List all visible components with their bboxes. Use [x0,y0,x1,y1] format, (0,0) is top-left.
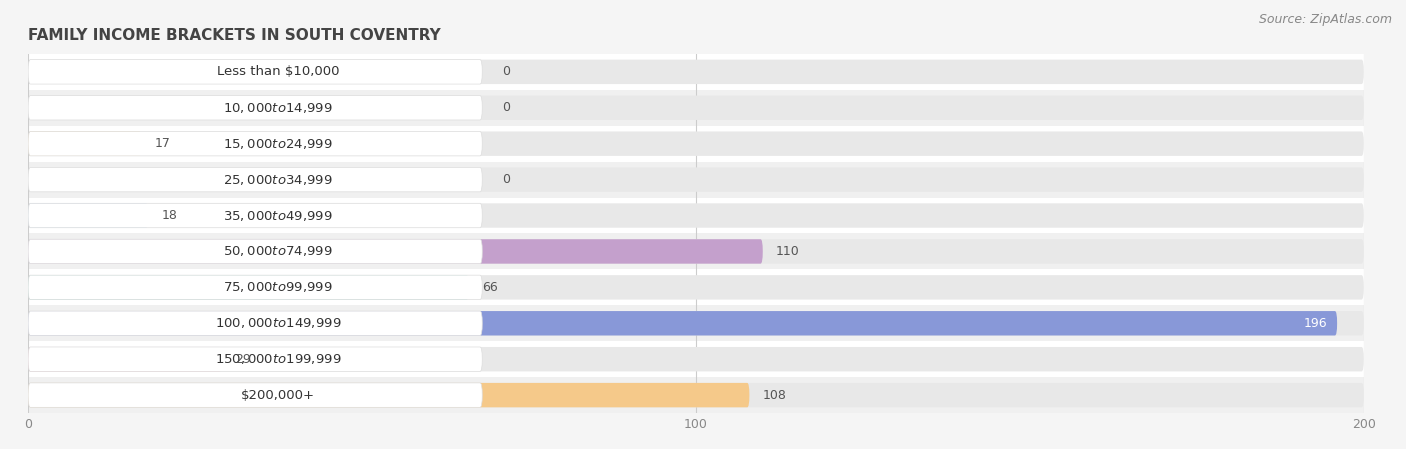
Text: $35,000 to $49,999: $35,000 to $49,999 [224,208,333,223]
FancyBboxPatch shape [28,132,142,156]
Text: $15,000 to $24,999: $15,000 to $24,999 [224,136,333,151]
FancyBboxPatch shape [28,60,482,84]
Text: Less than $10,000: Less than $10,000 [217,66,339,78]
FancyBboxPatch shape [28,347,482,371]
Bar [28,233,1364,269]
Bar [28,198,1364,233]
Text: 110: 110 [776,245,800,258]
Text: 18: 18 [162,209,177,222]
Text: 17: 17 [155,137,172,150]
FancyBboxPatch shape [28,383,482,407]
Bar [28,90,1364,126]
FancyBboxPatch shape [28,275,470,299]
FancyBboxPatch shape [28,347,222,371]
FancyBboxPatch shape [28,275,482,299]
FancyBboxPatch shape [28,347,1364,371]
Bar [28,377,1364,413]
FancyBboxPatch shape [28,239,1364,264]
Bar [28,54,1364,90]
Bar [28,126,1364,162]
Bar [28,305,1364,341]
Text: $75,000 to $99,999: $75,000 to $99,999 [224,280,333,295]
Bar [28,162,1364,198]
FancyBboxPatch shape [28,383,1364,407]
FancyBboxPatch shape [28,311,1337,335]
Text: 66: 66 [482,281,498,294]
Text: $100,000 to $149,999: $100,000 to $149,999 [215,316,342,330]
FancyBboxPatch shape [28,167,482,192]
Text: 108: 108 [763,389,786,401]
FancyBboxPatch shape [28,203,1364,228]
FancyBboxPatch shape [28,132,482,156]
FancyBboxPatch shape [28,203,482,228]
Text: FAMILY INCOME BRACKETS IN SOUTH COVENTRY: FAMILY INCOME BRACKETS IN SOUTH COVENTRY [28,28,441,43]
Bar [28,269,1364,305]
Text: 0: 0 [502,101,510,114]
Text: 196: 196 [1303,317,1327,330]
FancyBboxPatch shape [28,311,482,335]
FancyBboxPatch shape [28,203,149,228]
Text: $25,000 to $34,999: $25,000 to $34,999 [224,172,333,187]
Text: $50,000 to $74,999: $50,000 to $74,999 [224,244,333,259]
Bar [28,341,1364,377]
FancyBboxPatch shape [28,96,1364,120]
FancyBboxPatch shape [28,239,482,264]
Text: $10,000 to $14,999: $10,000 to $14,999 [224,101,333,115]
FancyBboxPatch shape [28,311,1364,335]
Text: $200,000+: $200,000+ [240,389,315,401]
Text: 0: 0 [502,173,510,186]
FancyBboxPatch shape [28,239,763,264]
FancyBboxPatch shape [28,275,1364,299]
FancyBboxPatch shape [28,132,1364,156]
Text: 0: 0 [502,66,510,78]
Text: $150,000 to $199,999: $150,000 to $199,999 [215,352,342,366]
FancyBboxPatch shape [28,167,1364,192]
FancyBboxPatch shape [28,96,482,120]
FancyBboxPatch shape [28,383,749,407]
Text: Source: ZipAtlas.com: Source: ZipAtlas.com [1258,13,1392,26]
FancyBboxPatch shape [28,60,1364,84]
Text: 29: 29 [235,353,250,365]
